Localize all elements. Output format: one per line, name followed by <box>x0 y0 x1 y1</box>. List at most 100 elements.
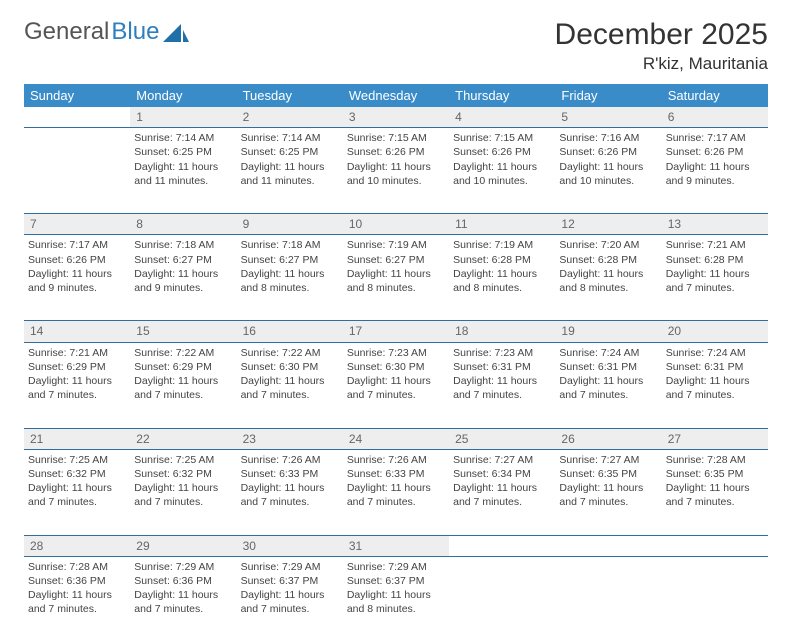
day-content-cell: Sunrise: 7:14 AMSunset: 6:25 PMDaylight:… <box>130 128 236 214</box>
day-detail-line: Daylight: 11 hours <box>134 160 232 174</box>
weekday-header: Sunday <box>24 84 130 107</box>
day-detail-line: Daylight: 11 hours <box>453 481 551 495</box>
title-block: December 2025 R'kiz, Mauritania <box>555 18 768 74</box>
day-number-cell: 15 <box>130 321 236 342</box>
day-detail-line: Sunrise: 7:23 AM <box>453 346 551 360</box>
day-detail-line: Sunrise: 7:28 AM <box>28 560 126 574</box>
day-detail-line: and 10 minutes. <box>347 174 445 188</box>
day-number-cell: 23 <box>237 428 343 449</box>
day-detail-line: Daylight: 11 hours <box>559 374 657 388</box>
day-detail-line: Sunset: 6:25 PM <box>134 145 232 159</box>
day-detail-line: Daylight: 11 hours <box>28 481 126 495</box>
day-number-cell: 17 <box>343 321 449 342</box>
day-number-cell: 28 <box>24 535 130 556</box>
day-number-cell: 11 <box>449 214 555 235</box>
day-detail-line: and 7 minutes. <box>347 388 445 402</box>
day-number-cell: 14 <box>24 321 130 342</box>
day-detail-line: and 8 minutes. <box>559 281 657 295</box>
day-detail-line: and 9 minutes. <box>134 281 232 295</box>
day-detail-line: Sunset: 6:36 PM <box>134 574 232 588</box>
day-number-row: 123456 <box>24 107 768 128</box>
day-detail-line: Daylight: 11 hours <box>666 160 764 174</box>
day-detail-line: Daylight: 11 hours <box>241 160 339 174</box>
day-detail-line: and 7 minutes. <box>241 388 339 402</box>
day-number-cell: 20 <box>662 321 768 342</box>
day-detail-line: Sunrise: 7:24 AM <box>666 346 764 360</box>
day-number-cell: 27 <box>662 428 768 449</box>
day-number-cell: 9 <box>237 214 343 235</box>
day-detail-line: and 11 minutes. <box>134 174 232 188</box>
day-detail-line: Sunset: 6:27 PM <box>347 253 445 267</box>
day-detail-line: Daylight: 11 hours <box>241 267 339 281</box>
day-detail-line: Sunrise: 7:19 AM <box>347 238 445 252</box>
day-detail-line: Daylight: 11 hours <box>559 267 657 281</box>
day-detail-line: and 7 minutes. <box>666 388 764 402</box>
day-content-cell: Sunrise: 7:24 AMSunset: 6:31 PMDaylight:… <box>555 342 661 428</box>
day-detail-line: Sunset: 6:29 PM <box>28 360 126 374</box>
day-content-cell: Sunrise: 7:19 AMSunset: 6:28 PMDaylight:… <box>449 235 555 321</box>
day-content-row: Sunrise: 7:21 AMSunset: 6:29 PMDaylight:… <box>24 342 768 428</box>
day-detail-line: Daylight: 11 hours <box>28 267 126 281</box>
day-detail-line: Daylight: 11 hours <box>241 588 339 602</box>
day-detail-line: and 7 minutes. <box>134 602 232 616</box>
day-content-cell: Sunrise: 7:15 AMSunset: 6:26 PMDaylight:… <box>343 128 449 214</box>
header: GeneralBlue December 2025 R'kiz, Maurita… <box>24 18 768 74</box>
day-number-cell: 13 <box>662 214 768 235</box>
day-content-cell: Sunrise: 7:29 AMSunset: 6:37 PMDaylight:… <box>343 556 449 642</box>
weekday-header: Tuesday <box>237 84 343 107</box>
day-detail-line: Sunset: 6:31 PM <box>453 360 551 374</box>
day-number-cell <box>662 535 768 556</box>
day-number-cell: 1 <box>130 107 236 128</box>
day-detail-line: Daylight: 11 hours <box>134 481 232 495</box>
day-detail-line: Daylight: 11 hours <box>453 374 551 388</box>
day-detail-line: Sunrise: 7:27 AM <box>453 453 551 467</box>
day-content-cell: Sunrise: 7:22 AMSunset: 6:30 PMDaylight:… <box>237 342 343 428</box>
day-detail-line: Sunrise: 7:26 AM <box>241 453 339 467</box>
day-detail-line: Sunset: 6:35 PM <box>666 467 764 481</box>
day-detail-line: Daylight: 11 hours <box>453 160 551 174</box>
day-detail-line: and 7 minutes. <box>559 495 657 509</box>
day-detail-line: and 7 minutes. <box>666 281 764 295</box>
day-detail-line: Sunrise: 7:25 AM <box>134 453 232 467</box>
day-detail-line: and 7 minutes. <box>453 388 551 402</box>
day-detail-line: Daylight: 11 hours <box>559 481 657 495</box>
day-detail-line: Daylight: 11 hours <box>347 267 445 281</box>
day-detail-line: Sunrise: 7:29 AM <box>347 560 445 574</box>
day-detail-line: and 9 minutes. <box>666 174 764 188</box>
day-detail-line: Sunset: 6:31 PM <box>666 360 764 374</box>
day-detail-line: Sunset: 6:28 PM <box>559 253 657 267</box>
day-content-row: Sunrise: 7:14 AMSunset: 6:25 PMDaylight:… <box>24 128 768 214</box>
day-number-cell: 6 <box>662 107 768 128</box>
day-number-cell: 3 <box>343 107 449 128</box>
weekday-header: Monday <box>130 84 236 107</box>
day-detail-line: Daylight: 11 hours <box>134 374 232 388</box>
day-detail-line: Sunrise: 7:23 AM <box>347 346 445 360</box>
day-detail-line: and 8 minutes. <box>453 281 551 295</box>
day-content-cell: Sunrise: 7:14 AMSunset: 6:25 PMDaylight:… <box>237 128 343 214</box>
day-detail-line: Daylight: 11 hours <box>453 267 551 281</box>
day-content-cell: Sunrise: 7:29 AMSunset: 6:36 PMDaylight:… <box>130 556 236 642</box>
day-content-cell: Sunrise: 7:23 AMSunset: 6:30 PMDaylight:… <box>343 342 449 428</box>
day-number-cell: 31 <box>343 535 449 556</box>
day-detail-line: Daylight: 11 hours <box>134 267 232 281</box>
day-detail-line: and 9 minutes. <box>28 281 126 295</box>
day-number-cell: 29 <box>130 535 236 556</box>
day-content-cell <box>555 556 661 642</box>
day-content-cell: Sunrise: 7:22 AMSunset: 6:29 PMDaylight:… <box>130 342 236 428</box>
day-detail-line: Sunrise: 7:22 AM <box>241 346 339 360</box>
day-content-cell: Sunrise: 7:21 AMSunset: 6:29 PMDaylight:… <box>24 342 130 428</box>
day-number-cell: 16 <box>237 321 343 342</box>
day-content-cell: Sunrise: 7:24 AMSunset: 6:31 PMDaylight:… <box>662 342 768 428</box>
day-number-row: 78910111213 <box>24 214 768 235</box>
day-content-cell: Sunrise: 7:23 AMSunset: 6:31 PMDaylight:… <box>449 342 555 428</box>
day-detail-line: and 8 minutes. <box>347 281 445 295</box>
day-detail-line: Sunrise: 7:14 AM <box>241 131 339 145</box>
day-detail-line: Sunset: 6:37 PM <box>241 574 339 588</box>
day-detail-line: Sunrise: 7:22 AM <box>134 346 232 360</box>
day-content-row: Sunrise: 7:25 AMSunset: 6:32 PMDaylight:… <box>24 449 768 535</box>
day-content-cell: Sunrise: 7:19 AMSunset: 6:27 PMDaylight:… <box>343 235 449 321</box>
day-number-cell: 2 <box>237 107 343 128</box>
day-detail-line: and 7 minutes. <box>28 388 126 402</box>
day-number-cell <box>555 535 661 556</box>
day-detail-line: Sunrise: 7:20 AM <box>559 238 657 252</box>
